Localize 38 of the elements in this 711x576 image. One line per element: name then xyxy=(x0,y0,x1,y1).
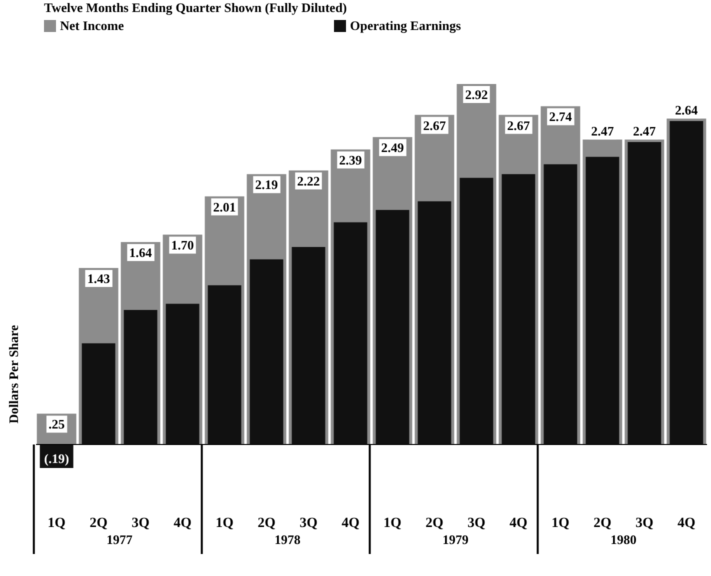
x-tick-label: 3Q xyxy=(132,516,150,531)
bar xyxy=(82,343,116,445)
text: 1978 xyxy=(274,532,302,547)
x-tick-label: 4Q xyxy=(510,516,528,531)
legend-label: Net Income xyxy=(60,18,124,33)
bar xyxy=(376,210,410,445)
text: 1977 xyxy=(106,532,134,547)
bar xyxy=(460,178,494,445)
x-tick-label: 2Q xyxy=(258,516,276,531)
bar xyxy=(544,164,578,445)
x-tick-label: 3Q xyxy=(300,516,318,531)
bar xyxy=(418,201,452,445)
x-tick-label: 2Q xyxy=(90,516,108,531)
data-label: (.19) xyxy=(44,451,70,466)
y-axis-title: Dollars Per Share xyxy=(6,324,21,424)
bar xyxy=(250,259,284,445)
x-tick-label: 1Q xyxy=(216,516,234,531)
text: 1980 xyxy=(610,532,636,547)
x-tick-label: 2Q xyxy=(594,516,612,531)
bar xyxy=(502,174,536,445)
x-tick-label: 3Q xyxy=(468,516,486,531)
bar xyxy=(292,246,326,445)
x-tick-label: 3Q xyxy=(635,516,654,531)
chart-title: Twelve Months Ending Quarter Shown (Fully Diluted) xyxy=(44,0,347,15)
x-tick-label: 4Q xyxy=(342,516,360,531)
x-tick-label: 4Q xyxy=(174,516,192,531)
x-tick-label: 1Q xyxy=(48,516,66,531)
bar xyxy=(208,285,242,445)
x-tick-label: 4Q xyxy=(677,516,696,531)
bar xyxy=(586,156,620,445)
x-tick-label: 1Q xyxy=(552,516,570,531)
bar xyxy=(334,222,368,445)
bar xyxy=(124,310,158,445)
x-tick-label: 1Q xyxy=(384,516,402,531)
legend-label: Operating Earnings xyxy=(350,18,461,33)
bar xyxy=(166,304,200,445)
x-tick-label: 2Q xyxy=(426,516,444,531)
text: 1979 xyxy=(442,532,469,547)
